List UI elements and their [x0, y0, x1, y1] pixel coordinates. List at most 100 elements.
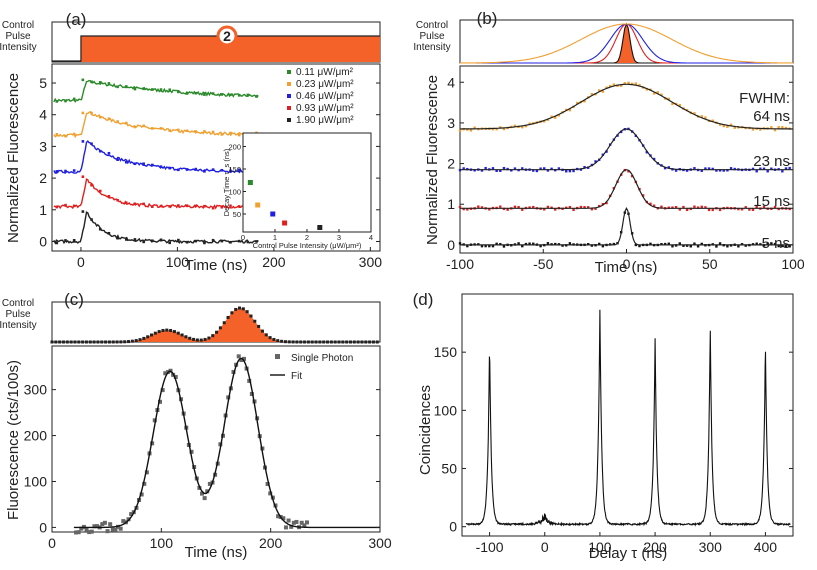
panel-c-data-point [289, 524, 294, 529]
panel-d-y-tick-label: 0 [449, 519, 457, 535]
panel-c-data-point [76, 530, 81, 535]
panel-b-series-point [744, 206, 747, 209]
panel-b-series-point [777, 207, 780, 211]
panel-c-control-pulse-point [149, 333, 153, 337]
panel-c-control-pulse-point [130, 339, 134, 343]
panel-d-xlabel: Delay τ (ns) [589, 545, 667, 562]
panel-a-series [53, 110, 259, 139]
panel-b-series-point [484, 244, 487, 248]
panel-a-inset-point [255, 202, 261, 208]
panel-c-control-pulse-point [58, 340, 62, 344]
panel-b-series-point [521, 167, 524, 170]
panel-c-data-point [108, 522, 113, 527]
panel-b-series-point [605, 86, 608, 89]
panel-a-series-point [72, 97, 76, 101]
panel-c-control-pulse-point [333, 340, 337, 344]
panel-b-series-point [506, 208, 509, 211]
panel-c-control-pulse-point [84, 340, 88, 344]
panel-c-data-point [84, 527, 89, 532]
panel-b-series-point [499, 126, 502, 129]
panel-b-series-point [696, 206, 700, 209]
panel-a-series-point [229, 169, 232, 173]
panel-c-data-point [286, 518, 291, 523]
panel-b-series-point [718, 123, 722, 126]
panel-b-series-point [513, 167, 517, 170]
panel-a-x-tick-label: 100 [166, 254, 190, 270]
panel-a-series-point [81, 210, 85, 213]
panel-b-series-point [693, 167, 696, 170]
panel-a-series-point [194, 204, 198, 208]
panel-c-y-tick-label: 200 [24, 428, 48, 444]
panel-b-series-point [788, 166, 791, 170]
panel-b-series-point [601, 90, 605, 93]
panel-c-data-point [105, 529, 110, 534]
panel-c-data-point [294, 519, 299, 524]
panel-b-series-point [495, 242, 498, 246]
panel-c-data-point [144, 470, 149, 475]
panel-a-legend-entry: 0.93 μW/μm² [296, 103, 354, 114]
panel-c-control-pulse-point [104, 340, 108, 344]
panel-a-series [53, 78, 259, 103]
panel-c-y-tick-label: 100 [24, 473, 48, 489]
panel-b-series-point [788, 245, 791, 248]
panel-b-series-point [568, 108, 572, 112]
panel-c-control-pulse-point [257, 324, 261, 328]
panel-b-series-point [766, 242, 769, 246]
panel-a-legend-entry: 0.11 μW/μm² [296, 67, 354, 78]
panel-a-series-point [185, 168, 189, 171]
panel-b-series-point [612, 242, 616, 246]
panel-c-xlabel: Time (ns) [185, 544, 248, 561]
panel-a-series-point [107, 117, 111, 121]
panel-b-series-point [711, 208, 714, 212]
panel-c-data-point [163, 371, 168, 376]
panel-a-inset-xtick-label: 1 [273, 233, 277, 242]
panel-c-control-pulse-point [96, 340, 100, 344]
panel-b-series-point [458, 205, 462, 209]
panel-b-series-point [700, 169, 703, 172]
panel-b-series-point [773, 205, 777, 209]
panel-d-x-tick-label: 100 [588, 539, 612, 555]
panel-b-series-point [502, 166, 506, 170]
panel-c-control-pulse-point [153, 331, 157, 335]
panel-b-series-point [550, 115, 553, 118]
panel-a-legend-marker [287, 118, 291, 122]
panel-c-ylabel: Fluorescence (cts/100s) [5, 360, 22, 520]
panel-a-series-point [133, 238, 137, 241]
panel-b-series-point [733, 126, 736, 129]
panel-a-series-point [237, 239, 241, 243]
panel-c-control-pulse-point [215, 330, 219, 334]
panel-b-series-point [729, 123, 733, 127]
panel-c-control-pulse-point [100, 340, 104, 344]
panel-a-y-tick-label: 3 [39, 138, 47, 154]
panel-b-series-point [499, 169, 502, 172]
panel-b-series-point [784, 167, 788, 170]
panel-b-series-point [568, 169, 572, 173]
panel-a-series-point [107, 194, 111, 198]
panel-a-series-point [185, 129, 189, 133]
panel-d-ylabel: Coincidences [417, 385, 434, 475]
panel-b-series-point [696, 245, 700, 248]
panel-a-series-point [194, 130, 198, 133]
panel-b-fwhm-label: 15 ns [753, 193, 790, 210]
panel-b-y-tick-label: 3 [447, 115, 455, 131]
panel-b-series-point [480, 206, 484, 209]
panel-c-x-tick-label: 0 [48, 535, 56, 551]
panel-b-series-point [755, 242, 758, 245]
panel-b-ylabel: Normalized Fluorescence [424, 75, 441, 245]
panel-a-series-point [81, 78, 85, 82]
panel-b-series-point [466, 208, 469, 211]
panel-a-inset-xtick-label: 3 [337, 233, 341, 242]
panel-c-data-point [281, 516, 286, 521]
panel-c-control-pulse-point [234, 307, 238, 311]
panel-b-series-point [491, 167, 495, 170]
panel-a-series-point [116, 85, 119, 89]
panel-b-series-point [473, 126, 476, 129]
panel-b-series-point [528, 206, 531, 209]
panel-b-series-point [678, 242, 681, 245]
panel-b-series-point [762, 205, 766, 209]
panel-b-series-point [557, 114, 561, 117]
panel-b-series-point [649, 202, 652, 206]
panel-a-x-tick-label: 200 [262, 254, 286, 270]
panel-b-series-point [605, 150, 608, 153]
panel-b-series [458, 81, 793, 132]
